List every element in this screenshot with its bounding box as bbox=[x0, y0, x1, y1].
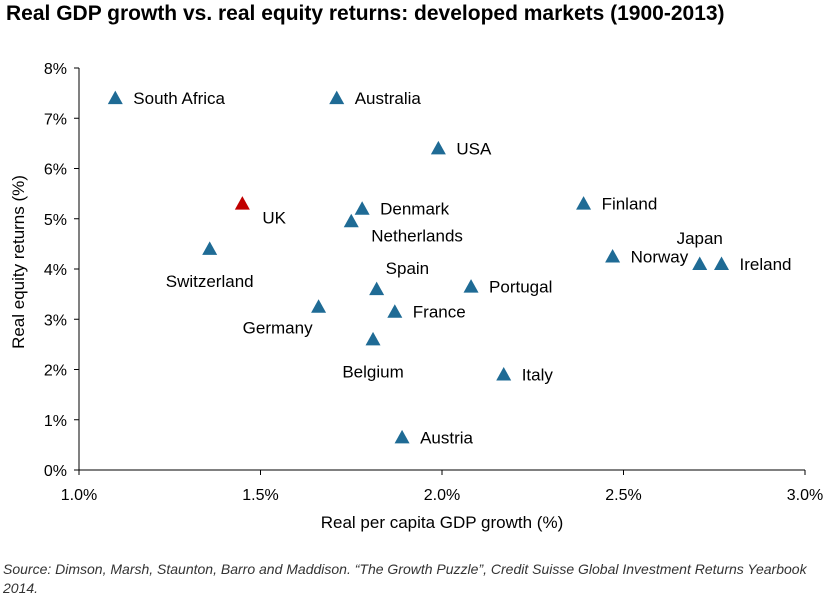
data-point-label: Switzerland bbox=[166, 272, 254, 291]
data-point-label: USA bbox=[456, 139, 492, 158]
y-tick-label: 5% bbox=[44, 212, 67, 229]
chart-title: Real GDP growth vs. real equity returns:… bbox=[6, 2, 725, 25]
data-point-label: UK bbox=[262, 209, 286, 228]
data-point-label: Denmark bbox=[380, 200, 449, 219]
data-point-marker bbox=[714, 256, 730, 270]
data-point-marker bbox=[387, 304, 403, 318]
y-tick-label: 3% bbox=[44, 312, 67, 329]
data-point-marker bbox=[430, 140, 446, 155]
data-point-marker bbox=[329, 90, 345, 105]
data-point-label: Netherlands bbox=[371, 226, 463, 245]
data-point-marker bbox=[365, 331, 381, 346]
data-point-label: Austria bbox=[420, 428, 473, 447]
data-point-marker bbox=[605, 248, 621, 263]
data-point-label: Spain bbox=[386, 259, 429, 278]
data-point-marker bbox=[692, 256, 708, 270]
y-tick-label: 6% bbox=[44, 162, 67, 179]
x-axis-label: Real per capita GDP growth (%) bbox=[321, 513, 564, 532]
x-tick-label: 2.0% bbox=[424, 487, 460, 504]
y-tick-label: 8% bbox=[44, 61, 67, 78]
data-point-label: South Africa bbox=[133, 89, 225, 108]
data-point-label: Italy bbox=[522, 366, 554, 385]
data-point-marker bbox=[107, 90, 123, 105]
y-tick-label: 4% bbox=[44, 262, 67, 279]
source-note: Source: Dimson, Marsh, Staunton, Barro a… bbox=[3, 561, 807, 596]
data-point-marker bbox=[394, 429, 410, 444]
x-tick-label: 1.0% bbox=[61, 487, 97, 504]
y-tick-label: 7% bbox=[44, 111, 67, 128]
data-point-label: France bbox=[413, 303, 466, 322]
tick-labels: 0% 1% 2% 3% 4% 5% 6% 7% 8% 1.0% 1.5% 2.0% 2.5% 3.0% bbox=[44, 61, 823, 504]
y-axis-label: Real equity returns (%) bbox=[9, 175, 28, 349]
data-point-marker bbox=[234, 196, 250, 210]
data-point-label: Ireland bbox=[740, 255, 792, 274]
data-point-marker bbox=[343, 213, 359, 228]
x-tick-label: 3.0% bbox=[787, 487, 823, 504]
data-point-marker bbox=[463, 279, 479, 293]
data-points: South Africa Australia USA UK Denmark Netherl… bbox=[107, 89, 792, 447]
x-tick-label: 1.5% bbox=[242, 487, 278, 504]
data-point-label: Finland bbox=[602, 195, 658, 214]
data-point-label: Portugal bbox=[489, 278, 552, 297]
data-point-marker bbox=[354, 201, 370, 215]
y-tick-label: 1% bbox=[44, 413, 67, 430]
axes bbox=[74, 67, 806, 475]
data-point-label: Australia bbox=[355, 89, 422, 108]
data-point-label: Japan bbox=[677, 229, 723, 248]
data-point-marker bbox=[202, 241, 218, 255]
data-point-label: Belgium bbox=[342, 362, 403, 381]
data-point-marker bbox=[369, 281, 385, 296]
data-point-label: Germany bbox=[243, 319, 313, 338]
data-point-label: Norway bbox=[631, 247, 689, 266]
data-point-marker bbox=[311, 299, 327, 313]
x-tick-label: 2.5% bbox=[605, 487, 641, 504]
y-tick-label: 2% bbox=[44, 363, 67, 380]
data-point-marker bbox=[496, 367, 512, 381]
y-tick-label: 0% bbox=[44, 463, 67, 480]
data-point-marker bbox=[576, 196, 592, 210]
